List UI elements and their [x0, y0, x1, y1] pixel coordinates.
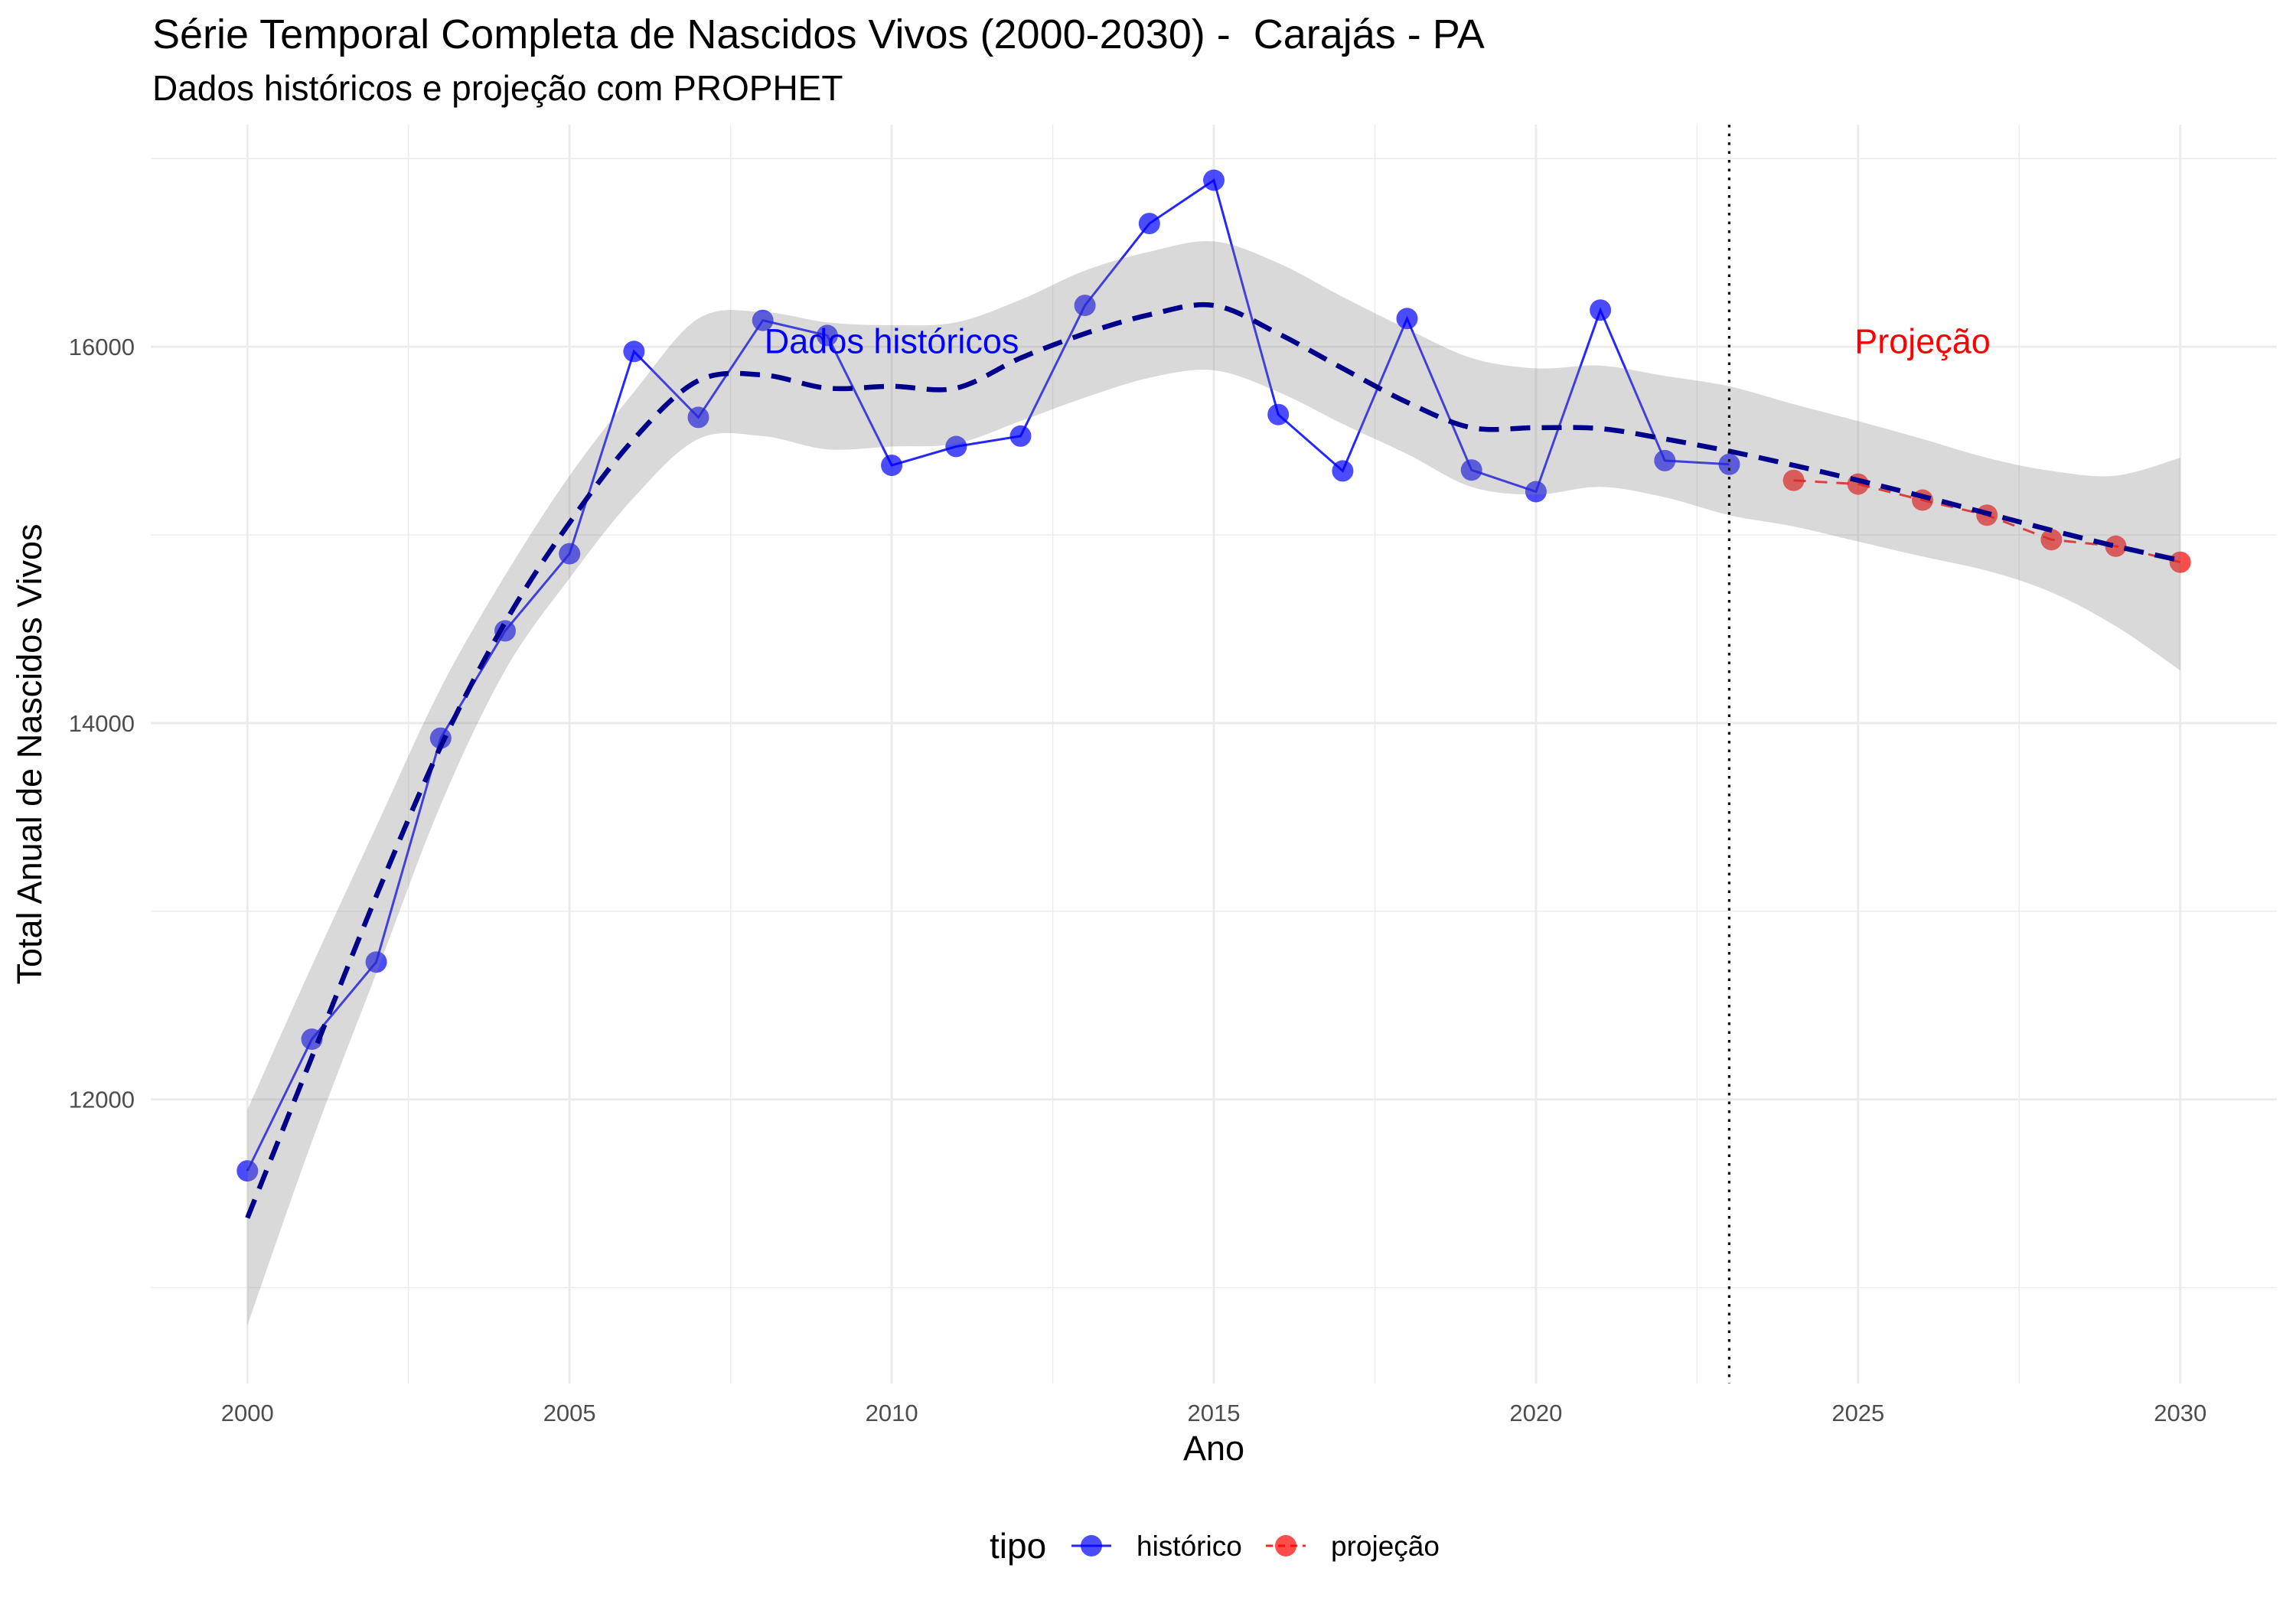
point-historico-2020	[1525, 481, 1547, 503]
point-historico-2023	[1718, 453, 1740, 475]
point-historico-2013	[1074, 295, 1096, 317]
legend-item-projecao: projeção	[1266, 1530, 1440, 1562]
x-axis-title: Ano	[1183, 1429, 1244, 1468]
point-projecao-2028	[2040, 529, 2063, 551]
point-projecao-2024	[1782, 469, 1805, 491]
annotation-dados-historicos: Dados históricos	[765, 322, 1019, 361]
legend-item-historico: histórico	[1071, 1530, 1242, 1562]
point-historico-2017	[1332, 460, 1354, 482]
annotation-projecao: Projeção	[1854, 322, 1991, 361]
axis-tick-labels: 2000 2005 2010 2015 2020 2025 2030 12000 14000 16…	[69, 334, 2206, 1426]
chart-title: Série Temporal Completa de Nascidos Vivo…	[152, 11, 1485, 57]
point-historico-2019	[1460, 459, 1482, 481]
point-historico-2015	[1203, 169, 1225, 191]
legend: tipo histórico projeção	[990, 1526, 1440, 1566]
x-tick-label: 2015	[1188, 1400, 1241, 1426]
point-historico-2001	[301, 1028, 323, 1050]
x-tick-label: 2020	[1509, 1400, 1562, 1426]
point-projecao-2029	[2105, 535, 2127, 557]
trend	[245, 302, 2181, 1219]
point-historico-2018	[1396, 308, 1418, 330]
point-historico-2016	[1267, 403, 1290, 425]
legend-key-point-historico	[1081, 1535, 1102, 1556]
point-historico-2008	[752, 309, 774, 331]
point-historico-2000	[236, 1160, 259, 1182]
x-tick-label: 2030	[2154, 1400, 2206, 1426]
point-historico-2005	[559, 543, 581, 565]
x-tick-label: 2010	[866, 1400, 918, 1426]
y-tick-label: 12000	[69, 1087, 135, 1113]
annotations: Dados históricos Projeção	[765, 322, 1991, 361]
y-tick-label: 16000	[69, 334, 135, 360]
legend-label-projecao: projeção	[1331, 1530, 1440, 1562]
point-historico-2022	[1654, 449, 1676, 471]
trend-line	[245, 302, 2181, 1219]
legend-key-point-projecao	[1275, 1535, 1296, 1556]
chart-subtitle: Dados históricos e projeção com PROPHET	[152, 68, 843, 108]
x-tick-label: 2025	[1831, 1400, 1884, 1426]
x-tick-label: 2005	[543, 1400, 596, 1426]
point-historico-2009	[816, 324, 838, 347]
point-historico-2021	[1590, 299, 1612, 321]
y-tick-label: 14000	[69, 710, 135, 737]
point-historico-2002	[365, 951, 387, 973]
legend-title: tipo	[990, 1526, 1046, 1566]
x-tick-label: 2000	[221, 1400, 274, 1426]
point-historico-2006	[623, 341, 645, 363]
point-historico-2003	[429, 727, 452, 749]
point-historico-2014	[1138, 213, 1160, 235]
point-historico-2011	[945, 435, 967, 458]
y-axis-title: Total Anual de Nascidos Vivos	[10, 523, 49, 984]
line-historico	[246, 178, 1730, 1172]
point-historico-2007	[687, 406, 709, 429]
point-historico-2012	[1009, 425, 1032, 447]
legend-label-historico: histórico	[1137, 1530, 1242, 1562]
series-historico	[236, 169, 1740, 1182]
point-historico-2010	[881, 455, 903, 477]
